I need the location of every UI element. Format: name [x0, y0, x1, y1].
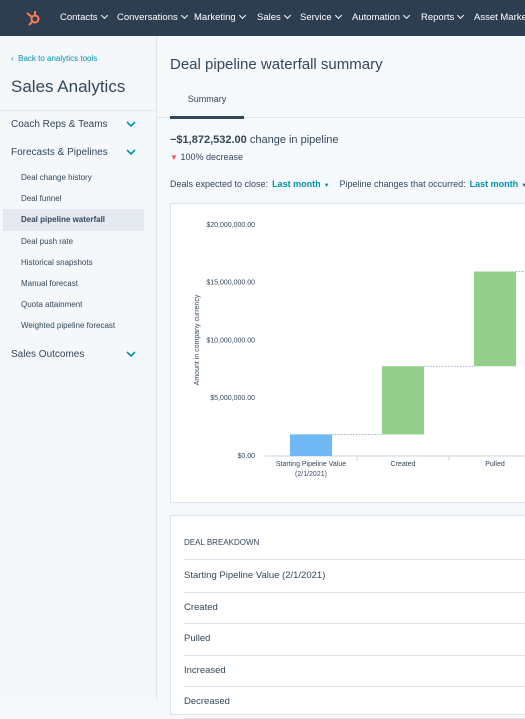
chevron-path — [126, 149, 136, 156]
chevron-path — [126, 350, 136, 357]
nav-item[interactable]: Reports — [421, 12, 463, 23]
breakdown-row: Starting Pipeline Value (2/1/2021) — [184, 560, 525, 593]
sidebar-title: Sales Analytics — [11, 77, 126, 96]
chevron-path — [126, 121, 136, 128]
breakdown-row: Increased — [184, 655, 525, 687]
y-axis-label: Amount in company currency — [194, 294, 201, 385]
change-text: change in pipeline — [249, 134, 339, 146]
tab-divider — [157, 117, 525, 118]
bar — [474, 271, 516, 367]
nav-item[interactable]: Service — [300, 12, 341, 23]
nav-link[interactable]: Deal funnel — [21, 194, 62, 204]
section-label: Coach Reps & Teams — [11, 119, 108, 130]
filter-value[interactable]: Last month — [272, 179, 321, 189]
y-tick-label: $10,000,000.00 — [206, 337, 255, 344]
chart-card — [170, 203, 525, 503]
back-link-text[interactable]: Back to analytics tools — [18, 54, 98, 63]
x-tick-label: Starting Pipeline Value (2/1/2021) — [275, 461, 347, 478]
nav-item[interactable]: Automation — [352, 12, 409, 23]
y-tick-label: $0.00 — [237, 453, 255, 460]
back-link[interactable]: ‹ Back to analytics tools — [11, 54, 98, 63]
chevron — [126, 149, 136, 156]
y-tick-label: $20,000,000.00 — [206, 222, 255, 229]
nav-item[interactable]: Sales — [257, 12, 290, 23]
chart: Amount in company currency $0.00 $5,000,0… — [194, 222, 525, 478]
nav-link[interactable]: Deal change history — [21, 173, 92, 182]
dropdown-caret: ▼ — [323, 183, 330, 189]
tab[interactable]: Summary — [170, 94, 244, 119]
breakdown-row: Decreased — [184, 686, 525, 719]
nav-link[interactable]: Manual forecast — [21, 278, 78, 288]
bar — [382, 366, 424, 435]
nav-link[interactable]: Weighted pipeline forecast — [21, 321, 116, 331]
x-tick-label-box: Pulled — [485, 461, 505, 468]
nav-item[interactable]: Asset Marketplace — [474, 12, 525, 23]
filter-label: Pipeline changes that occurred: — [339, 179, 466, 189]
section-header[interactable]: Coach Reps & Teams — [0, 111, 156, 139]
section-header[interactable]: Sales Outcomes — [0, 341, 156, 369]
change-value: −$1,872,532.00 — [170, 134, 247, 146]
nav-link[interactable]: Quota attainment — [21, 300, 83, 310]
y-tick-label: $15,000,000.00 — [206, 280, 255, 287]
breakdown-card: DEAL BREAKDOWN Starting Pipeline Value (… — [170, 515, 525, 719]
decrease: ▼ 100% decrease — [170, 152, 243, 162]
x-tick-label-box: Starting Pipeline Value (2/1/2021) — [275, 461, 347, 478]
nav-link[interactable]: Historical snapshots — [21, 257, 93, 267]
breakdown-row: Created — [184, 592, 525, 624]
bar — [290, 434, 332, 456]
nav-item[interactable]: Conversations — [117, 12, 187, 23]
nav-item[interactable]: Marketing — [194, 12, 245, 23]
logo[interactable] — [24, 9, 42, 27]
x-tick-label-box: Created — [390, 461, 416, 468]
summary: −$1,872,532.00 change in pipeline — [170, 134, 339, 146]
filter-value[interactable]: Last month — [469, 179, 519, 189]
section-label: Forecasts & Pipelines — [11, 147, 108, 158]
nav-item[interactable]: Contacts — [60, 12, 107, 23]
page: Contacts Conversations Marketing Sales Servi… — [0, 0, 525, 700]
nav-link[interactable]: Deal pipeline waterfall — [3, 209, 144, 231]
chevron — [126, 121, 136, 128]
sidebar-sections: Coach Reps & Teams Forecasts & Pipelines D… — [0, 110, 156, 369]
filters: Deals expected to close: Last month ▼ Pipel… — [170, 179, 525, 189]
breakdown-row: Pulled — [184, 623, 525, 656]
decrease-text: 100% decrease — [180, 152, 243, 162]
top-nav: Contacts Conversations Marketing Sales Servi… — [0, 0, 525, 36]
page-title: Deal pipeline waterfall summary — [170, 56, 383, 73]
dropdown-caret: ▼ — [521, 183, 525, 189]
section-header[interactable]: Forecasts & Pipelines — [0, 139, 156, 167]
section-label: Sales Outcomes — [11, 348, 85, 360]
chevron — [126, 350, 136, 357]
breakdown-title: DEAL BREAKDOWN — [184, 538, 260, 547]
sidebar: ‹ Back to analytics tools Sales Analytic… — [0, 36, 157, 700]
filter-label: Deals expected to close: — [170, 179, 269, 189]
nav-link[interactable]: Deal push rate — [21, 236, 74, 246]
x-tick-label: Pulled — [485, 461, 505, 468]
x-tick-label: Created — [390, 461, 416, 468]
y-tick-label: $5,000,000.00 — [210, 395, 255, 402]
divider — [184, 559, 525, 560]
